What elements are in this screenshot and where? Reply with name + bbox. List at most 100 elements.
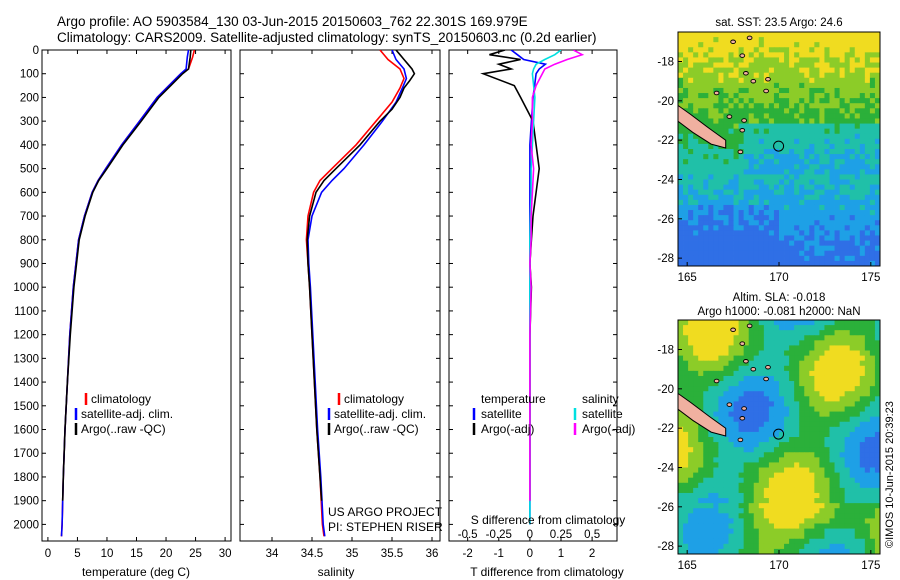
heatmap-cell (864, 370, 871, 377)
heatmap-cell (703, 37, 709, 43)
heatmap-cell (773, 508, 780, 514)
lat-tick-label: -24 (657, 174, 674, 186)
heatmap-cell (789, 128, 795, 135)
heatmap-cell (698, 184, 704, 191)
lat-tick-label: -20 (657, 384, 674, 396)
heatmap-cell (844, 47, 851, 53)
heatmap-cell (849, 93, 856, 99)
heatmap-cell (834, 154, 840, 160)
heatmap-cell (789, 345, 795, 351)
heatmap-cell (748, 225, 755, 231)
heatmap-cell (849, 240, 856, 247)
heatmap-cell (814, 220, 820, 226)
heatmap-cell (743, 437, 750, 443)
heatmap-cell (683, 235, 689, 241)
heatmap-cell (804, 360, 810, 367)
heatmap-cell (698, 255, 704, 262)
heatmap-cell (698, 72, 704, 79)
heatmap-cell (864, 406, 871, 412)
x-tick-label: 34 (266, 548, 279, 560)
heatmap-cell (758, 381, 765, 387)
heatmap-cell (683, 210, 689, 216)
heatmap-cell (728, 452, 734, 458)
heatmap-cell (809, 381, 815, 387)
heatmap-cell (864, 335, 871, 341)
heatmap-cell (874, 431, 880, 438)
heatmap-cell (839, 52, 846, 58)
heatmap-cell (834, 77, 840, 84)
heatmap-cell (738, 108, 745, 114)
new-caledonia-land (678, 104, 727, 149)
heatmap-cell (784, 462, 790, 468)
heatmap-cell (768, 548, 775, 554)
heatmap-cell (758, 538, 765, 545)
heatmap-cell (708, 47, 714, 53)
heatmap-cell (859, 365, 866, 372)
heatmap-cell (784, 87, 790, 94)
heatmap-cell (683, 103, 689, 109)
heatmap-cell (703, 260, 709, 266)
heatmap-cell (758, 513, 765, 519)
heatmap-cell (733, 52, 739, 58)
heatmap-cell (683, 325, 689, 331)
heatmap-cell (814, 169, 820, 175)
heatmap-cell (758, 108, 765, 114)
s-difference-ticks: -0.5 -0.25 0 0.25 0.5 (458, 529, 600, 541)
heatmap-cell (819, 498, 825, 504)
heatmap-cell (844, 98, 851, 104)
heatmap-cell (768, 159, 775, 165)
heatmap-cell (688, 503, 694, 509)
heatmap-cell (733, 452, 739, 458)
heatmap-cell (804, 381, 810, 387)
heatmap-cell (804, 498, 810, 504)
heatmap-cell (829, 215, 835, 221)
heatmap-cell (708, 57, 714, 63)
heatmap-cell (809, 133, 815, 140)
heatmap-cell (824, 93, 830, 99)
heatmap-cell (743, 426, 750, 433)
heatmap-cell (849, 528, 856, 535)
heatmap-cell (854, 72, 861, 79)
heatmap-cell (713, 194, 719, 201)
heatmap-cell (814, 426, 820, 433)
heatmap-cell (758, 179, 765, 186)
heatmap-cell (763, 128, 770, 135)
heatmap-cell (864, 381, 871, 387)
heatmap-cell (859, 508, 866, 514)
heatmap-cell (819, 199, 825, 206)
heatmap-cell (844, 492, 851, 499)
heatmap-cell (779, 37, 785, 43)
heatmap-cell (678, 174, 684, 180)
heatmap-cell (844, 513, 851, 519)
heatmap-cell (733, 77, 739, 84)
heatmap-cell (794, 98, 800, 104)
heatmap-cell (728, 330, 734, 336)
heatmap-cell (874, 220, 880, 226)
heatmap-cell (849, 538, 856, 545)
heatmap-cell (864, 437, 871, 443)
heatmap-cell (773, 340, 780, 346)
heatmap-cell (789, 365, 795, 372)
heatmap-cell (773, 67, 780, 74)
heatmap-cell (713, 47, 719, 53)
heatmap-cell (678, 457, 684, 463)
heatmap-cell (834, 204, 840, 211)
heatmap-cell (728, 235, 734, 241)
heatmap-cell (733, 345, 739, 351)
heatmap-cell (779, 72, 785, 79)
heatmap-cell (758, 508, 765, 514)
heatmap-cell (804, 215, 810, 221)
heatmap-cell (809, 462, 815, 468)
heatmap-cell (824, 62, 830, 69)
heatmap-cell (834, 492, 840, 499)
heatmap-cell (789, 375, 795, 382)
heatmap-cell (758, 350, 765, 357)
heatmap-cell (794, 548, 800, 554)
heatmap-cell (733, 215, 739, 221)
heatmap-cell (834, 447, 840, 453)
heatmap-cell (688, 98, 694, 104)
heatmap-cell (784, 360, 790, 367)
island-land (737, 437, 744, 443)
heatmap-cell (849, 391, 856, 397)
heatmap-cell (794, 406, 800, 412)
